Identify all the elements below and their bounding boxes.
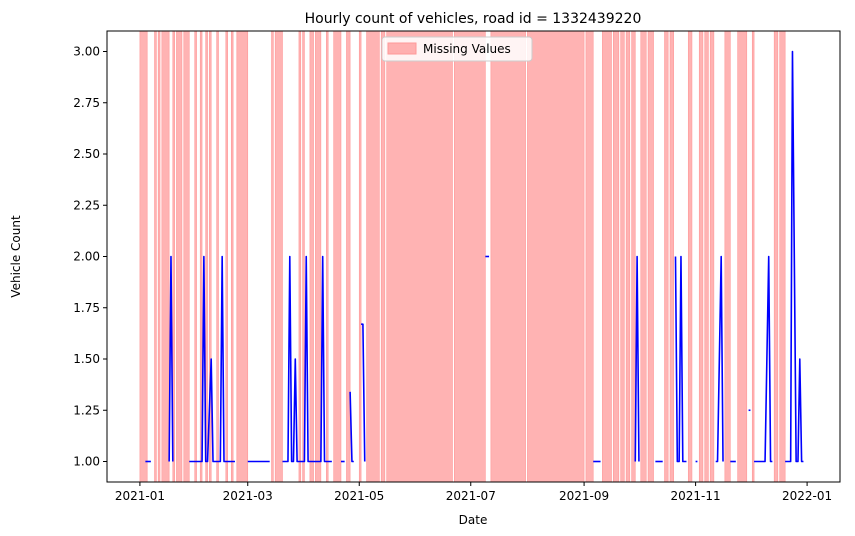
- y-tick-label-3: 1.75: [73, 301, 100, 315]
- missing-span-37: [640, 30, 647, 483]
- missing-span-44: [709, 30, 715, 483]
- missing-span-36: [631, 30, 636, 483]
- missing-span-20: [315, 30, 322, 483]
- series-0-segment-14: [715, 255, 724, 463]
- missing-span-47: [751, 30, 755, 483]
- vehicle-count-line: [145, 50, 804, 463]
- missing-span-12: [225, 30, 228, 483]
- missing-span-28: [454, 30, 486, 483]
- missing-span-33: [613, 30, 620, 483]
- missing-span-49: [779, 30, 786, 483]
- missing-span-7: [194, 30, 197, 483]
- y-tick-label-8: 3.00: [73, 45, 100, 59]
- y-tick-label-0: 1.00: [73, 455, 100, 469]
- legend-box: [381, 36, 533, 62]
- chart-title: Hourly count of vehicles, road id = 1332…: [305, 11, 642, 27]
- missing-span-19: [309, 30, 314, 483]
- x-tick-label-5: 2021-11: [671, 489, 721, 503]
- legend-label: Missing Values: [423, 42, 511, 56]
- missing-span-34: [620, 30, 625, 483]
- missing-span-26: [380, 30, 386, 483]
- missing-span-21: [326, 30, 329, 483]
- missing-span-46: [737, 30, 748, 483]
- missing-span-5: [176, 30, 183, 483]
- missing-span-6: [183, 30, 190, 483]
- x-axis-ticks: 2021-01 2021-03 2021-05 2021-07 2021-09 2021-…: [115, 482, 832, 503]
- x-tick-label-0: 2021-01: [115, 489, 165, 503]
- x-axis-label: Date: [459, 513, 488, 527]
- series-0-segment-6: [349, 391, 354, 463]
- x-tick-label-1: 2021-03: [223, 489, 273, 503]
- missing-span-3: [161, 30, 170, 483]
- y-tick-label-5: 2.25: [73, 198, 100, 212]
- missing-span-15: [271, 30, 274, 483]
- series-0-segment-1: [168, 255, 174, 462]
- missing-span-2: [157, 30, 161, 483]
- series-0-segment-7: [361, 323, 366, 462]
- missing-span-45: [724, 30, 731, 483]
- missing-span-39: [664, 30, 669, 483]
- series-0-segment-4: [282, 255, 332, 463]
- missing-span-29: [490, 30, 526, 483]
- missing-span-32: [602, 30, 612, 483]
- y-tick-label-6: 2.50: [73, 147, 100, 161]
- missing-span-40: [669, 30, 674, 483]
- legend-swatch: [387, 42, 417, 55]
- missing-span-38: [647, 30, 654, 483]
- missing-span-17: [298, 30, 302, 483]
- y-tick-label-2: 1.50: [73, 352, 100, 366]
- x-tick-label-6: 2022-01: [782, 489, 832, 503]
- series-0-segment-2: [189, 255, 235, 463]
- series-0-segment-17: [754, 255, 773, 463]
- missing-span-48: [773, 30, 779, 483]
- y-tick-label-1: 1.25: [73, 403, 100, 417]
- missing-span-25: [366, 30, 380, 483]
- legend: Missing Values: [381, 36, 533, 62]
- y-tick-label-7: 2.75: [73, 96, 100, 110]
- missing-span-24: [358, 30, 362, 483]
- missing-span-30: [527, 30, 585, 483]
- missing-span-27: [386, 30, 453, 483]
- missing-span-0: [139, 30, 148, 483]
- missing-span-11: [216, 30, 219, 483]
- series-0-segment-18: [785, 50, 804, 463]
- y-axis-label: Vehicle Count: [9, 215, 23, 298]
- x-tick-label-3: 2021-07: [446, 489, 496, 503]
- missing-span-31: [585, 30, 594, 483]
- missing-span-23: [346, 30, 351, 483]
- missing-span-1: [154, 30, 157, 483]
- series-0-segment-12: [674, 255, 687, 463]
- x-tick-label-2: 2021-05: [334, 489, 384, 503]
- missing-span-22: [333, 30, 342, 483]
- missing-span-13: [230, 30, 234, 483]
- missing-span-43: [704, 30, 709, 483]
- missing-span-14: [236, 30, 249, 483]
- missing-span-35: [625, 30, 631, 483]
- missing-span-41: [687, 30, 693, 483]
- series-0-segment-10: [634, 255, 640, 462]
- missing-span-16: [274, 30, 283, 483]
- y-tick-label-4: 2.00: [73, 250, 100, 264]
- y-axis-ticks: 1.00 1.25 1.50 1.75 2.00 2.25 2.50 2.75 3.00: [73, 45, 107, 469]
- missing-value-spans: [139, 30, 786, 483]
- missing-span-42: [698, 30, 704, 483]
- x-tick-label-4: 2021-09: [559, 489, 609, 503]
